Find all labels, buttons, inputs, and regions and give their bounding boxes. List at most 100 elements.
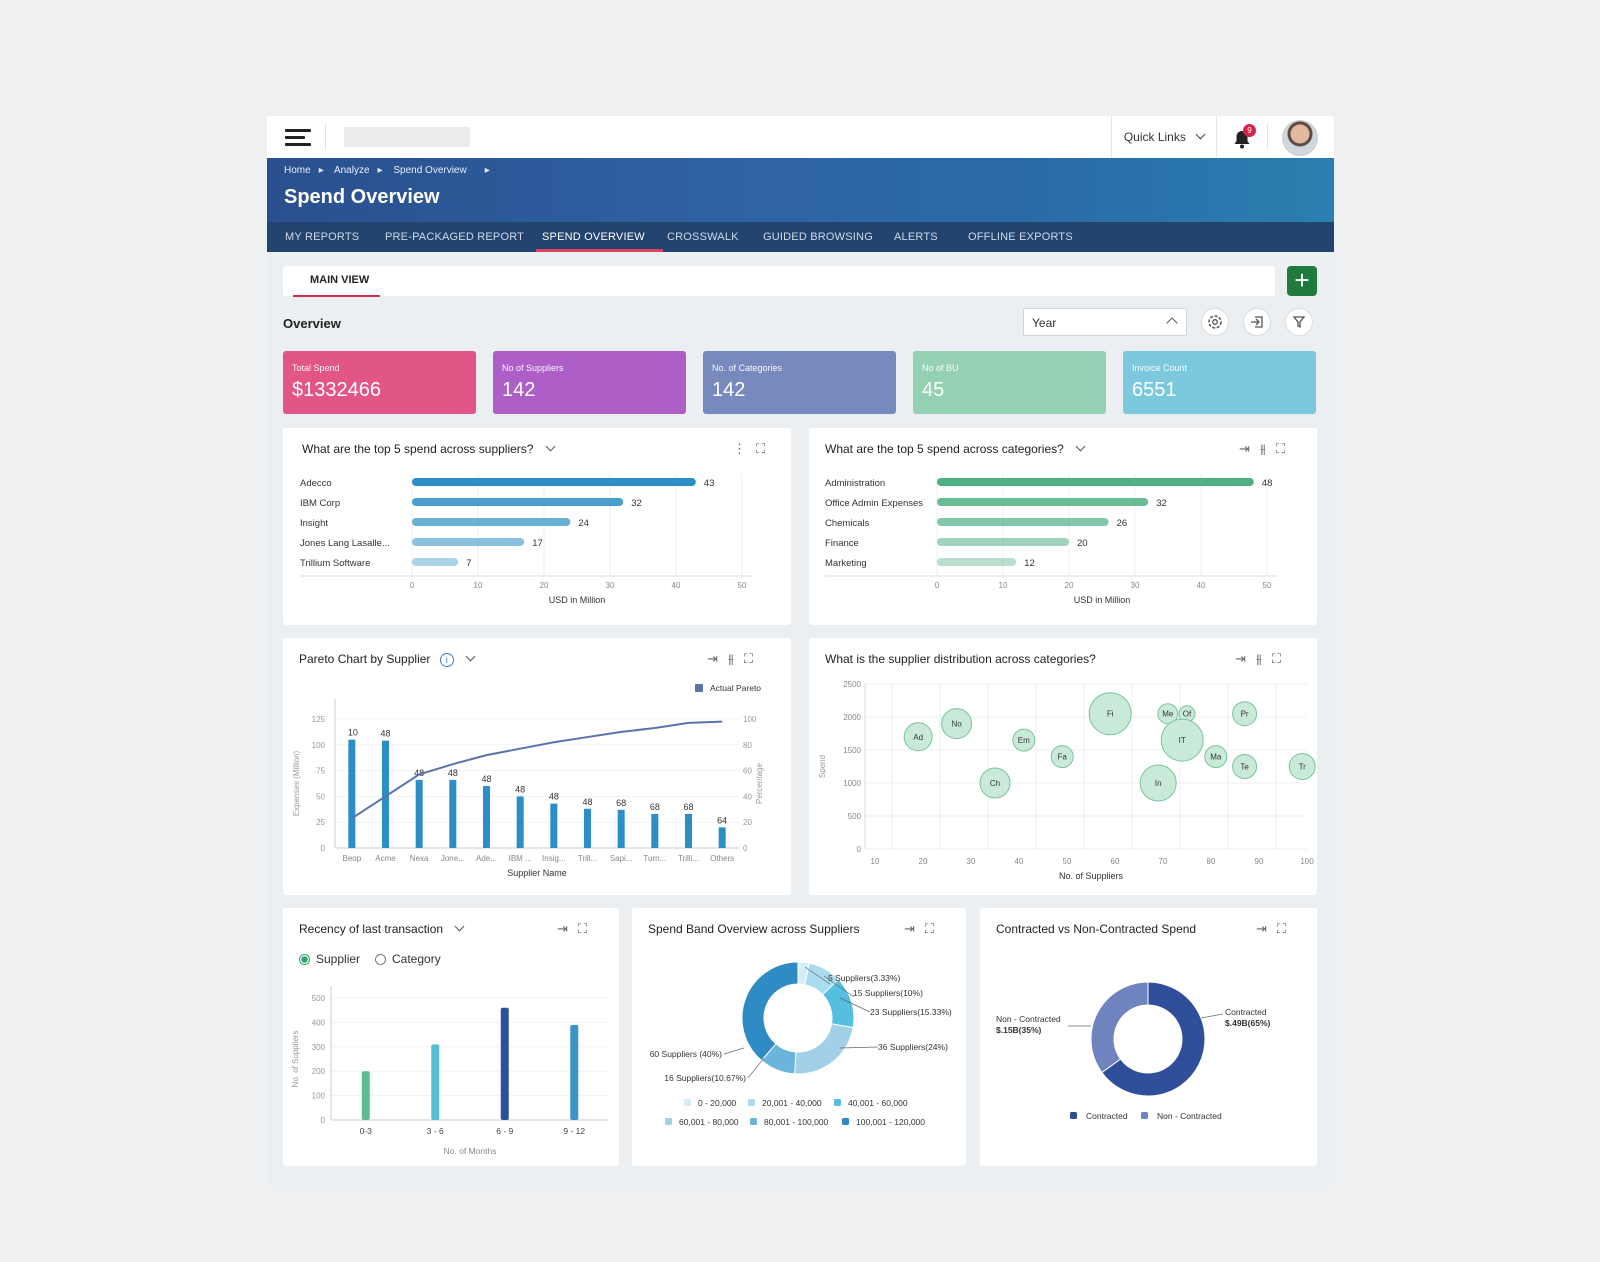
bar-value-label: 48 (549, 792, 559, 802)
leader-line (747, 1057, 765, 1079)
y-tick-label: 2000 (843, 713, 861, 722)
kpi-suppliers[interactable]: No of Suppliers 142 (493, 351, 686, 414)
bubble (941, 708, 973, 740)
legend-swatch (750, 1118, 757, 1125)
x-tick-label: 20 (540, 581, 549, 590)
contracted-donut: Contracted$.49B(65%)Non - Contracted$.15… (996, 981, 1271, 1121)
period-select-value: Year (1032, 316, 1057, 330)
x-tick-label: 40 (1015, 857, 1024, 866)
bubble (1050, 745, 1074, 769)
bar (937, 558, 1017, 566)
menu-icon[interactable] (285, 129, 313, 147)
slice-label: 23 Suppliers(15.33%) (870, 1007, 952, 1017)
bar-value-label: 64 (717, 815, 727, 825)
suppliers-bar-chart: 0 10 20 30 40 50 Adecco 43 IBM Corp 32 Insight 24 Jo… (300, 474, 752, 605)
expand-icon[interactable]: ⛶ (1271, 651, 1281, 666)
y-tick-label: 500 (848, 812, 862, 821)
page-header: Home ▸ Analyze ▸ Spend Overview ▸ Spend Ove… (267, 158, 1334, 222)
card-actions: ⇥ ⛶ (547, 921, 587, 937)
card-title-text: What are the top 5 spend across categori… (825, 442, 1064, 456)
kpi-total-spend[interactable]: Total Spend $1332466 (283, 351, 476, 414)
card-title: What are the top 5 spend across categori… (825, 441, 1086, 456)
bar (348, 739, 356, 848)
x-tick-label: Nexa (410, 854, 429, 863)
expand-icon[interactable]: ⛶ (577, 921, 588, 936)
expand-icon[interactable]: ⛶ (756, 441, 766, 456)
sliders-icon[interactable]: ⫵ (727, 651, 734, 666)
tab-crosswalk[interactable]: CROSSWALK (667, 231, 739, 243)
x-tick-label: 40 (672, 581, 681, 590)
bubble-chart: 10 20 30 40 50 60 70 80 90 1000500100015002000250… (818, 680, 1316, 881)
kpi-invoice-count[interactable]: Invoice Count 6551 (1123, 351, 1316, 414)
radio-supplier[interactable]: Supplier (299, 952, 360, 966)
card-spend-band: Spend Band Overview across Suppliers ⇥ ⛶ … (632, 908, 966, 1166)
expand-icon[interactable]: ⛶ (1276, 921, 1287, 936)
card-top-suppliers: What are the top 5 spend across supplier… (283, 428, 791, 625)
x-axis-title: USD in Million (1074, 595, 1131, 605)
bar-value-label: 17 (532, 538, 543, 549)
slice-value: $.49B(65%) (1225, 1018, 1271, 1028)
export-icon[interactable]: ⇥ (707, 651, 718, 666)
x-tick-label: 10 (871, 857, 880, 866)
bar (718, 827, 726, 848)
y2-axis-title: Percentage (755, 762, 764, 803)
period-select[interactable]: Year (1023, 308, 1187, 336)
y-tick-label: 1500 (843, 746, 861, 755)
bar (500, 1007, 509, 1120)
tab-my-reports[interactable]: MY REPORTS (285, 231, 360, 243)
leader-line (839, 997, 871, 1013)
y2-tick-label: 60 (743, 767, 752, 776)
tab-main-view[interactable]: MAIN VIEW (292, 274, 381, 297)
export-icon[interactable]: ⇥ (904, 921, 915, 936)
leader-line (723, 1047, 745, 1055)
expand-icon[interactable]: ⛶ (743, 651, 753, 666)
bar-value-label: 68 (650, 802, 660, 812)
export-button[interactable] (1243, 308, 1271, 336)
x-tick-label: 40 (1197, 581, 1206, 590)
y2-tick-label: 20 (743, 818, 752, 827)
tab-offline-exports[interactable]: OFFLINE EXPORTS (968, 231, 1073, 243)
bubble-label: Fi (1107, 710, 1114, 719)
settings-button[interactable] (1201, 308, 1229, 336)
card-title: Spend Band Overview across Suppliers (648, 922, 860, 936)
avatar[interactable] (1282, 120, 1318, 156)
radio-category[interactable]: Category (375, 952, 441, 966)
tab-pre-packaged-report[interactable]: PRE-PACKAGED REPORT (385, 231, 525, 243)
bubble (1088, 692, 1132, 736)
export-icon[interactable]: ⇥ (557, 921, 568, 936)
x-tick-label: Ade... (476, 854, 497, 863)
quick-links-dropdown[interactable]: Quick Links (1111, 116, 1217, 158)
filter-button[interactable] (1285, 308, 1313, 336)
add-view-button[interactable]: + (1287, 266, 1317, 296)
x-tick-label: 30 (967, 857, 976, 866)
more-vertical-icon[interactable]: ⋮ (733, 441, 746, 456)
x-tick-label: Sapi... (610, 854, 633, 863)
tab-alerts[interactable]: ALERTS (894, 231, 938, 243)
breadcrumb-home[interactable]: Home (284, 165, 311, 176)
expand-icon[interactable]: ⛶ (924, 921, 935, 936)
export-icon[interactable]: ⇥ (1239, 441, 1250, 456)
legend-label: Non - Contracted (1157, 1111, 1222, 1121)
tab-guided-browsing[interactable]: GUIDED BROWSING (763, 231, 873, 243)
sliders-icon[interactable]: ⫵ (1259, 441, 1266, 456)
kpi-categories[interactable]: No. of Categories 142 (703, 351, 896, 414)
donut-slice (1101, 981, 1206, 1097)
expand-icon[interactable]: ⛶ (1275, 441, 1285, 456)
x-tick-label: 90 (1255, 857, 1264, 866)
breadcrumb-spend-overview[interactable]: Spend Overview (393, 165, 467, 176)
leader-line (823, 975, 855, 998)
kpi-bu[interactable]: No of BU 45 (913, 351, 1106, 414)
tab-spend-overview[interactable]: SPEND OVERVIEW (536, 222, 663, 252)
export-icon[interactable]: ⇥ (1235, 651, 1246, 666)
info-icon[interactable]: i (439, 653, 454, 667)
logo-placeholder (344, 127, 470, 147)
chevron-up-icon (1166, 317, 1178, 329)
export-icon[interactable]: ⇥ (1256, 921, 1267, 936)
x-tick-label: 60 (1111, 857, 1120, 866)
sliders-icon[interactable]: ⫵ (1255, 651, 1262, 666)
kpi-value: 6551 (1132, 379, 1177, 401)
bar-value-label: 32 (1156, 498, 1167, 509)
breadcrumb-analyze[interactable]: Analyze (333, 165, 370, 176)
bar (617, 809, 625, 848)
bar-value-label: 48 (515, 784, 525, 794)
